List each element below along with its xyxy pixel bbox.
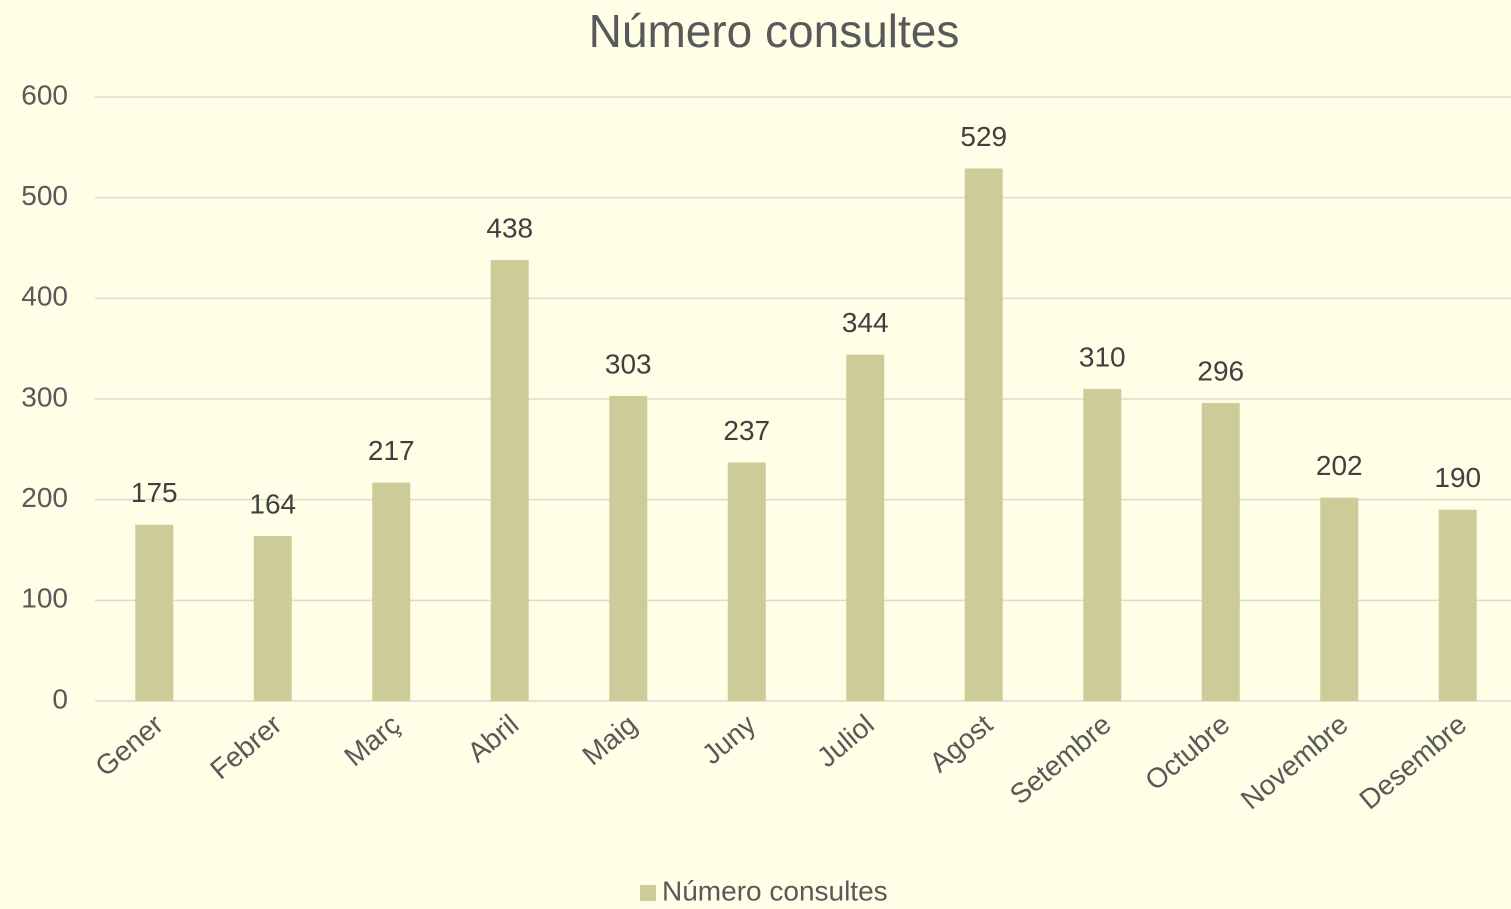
bar: [135, 524, 174, 701]
y-tick-label: 600: [21, 79, 68, 110]
y-tick-label: 0: [52, 683, 68, 714]
bar: [846, 354, 885, 701]
legend-label: Número consultes: [662, 875, 888, 906]
data-label: 175: [131, 477, 178, 508]
chart-title: Número consultes: [589, 5, 960, 57]
data-label: 310: [1079, 341, 1126, 372]
data-label: 217: [368, 435, 415, 466]
data-label: 237: [723, 415, 770, 446]
data-label: 164: [249, 488, 296, 519]
y-tick-label: 100: [21, 583, 68, 614]
bar: [609, 395, 648, 701]
bar: [964, 168, 1003, 701]
bar: [372, 482, 411, 701]
bar: [1201, 403, 1240, 701]
bar: [1320, 497, 1359, 701]
data-label: 303: [605, 348, 652, 379]
bar: [1083, 388, 1122, 701]
data-label: 529: [960, 121, 1007, 152]
y-tick-label: 200: [21, 482, 68, 513]
data-label: 344: [842, 307, 889, 338]
bar: [253, 535, 292, 701]
bar: [490, 260, 529, 701]
y-tick-label: 500: [21, 180, 68, 211]
data-label: 202: [1316, 450, 1363, 481]
bar: [1438, 509, 1477, 701]
legend-swatch: [640, 885, 656, 901]
data-label: 296: [1197, 355, 1244, 386]
y-tick-label: 400: [21, 281, 68, 312]
bar: [727, 462, 766, 701]
y-tick-label: 300: [21, 381, 68, 412]
data-label: 190: [1434, 462, 1481, 493]
data-label: 438: [486, 212, 533, 243]
